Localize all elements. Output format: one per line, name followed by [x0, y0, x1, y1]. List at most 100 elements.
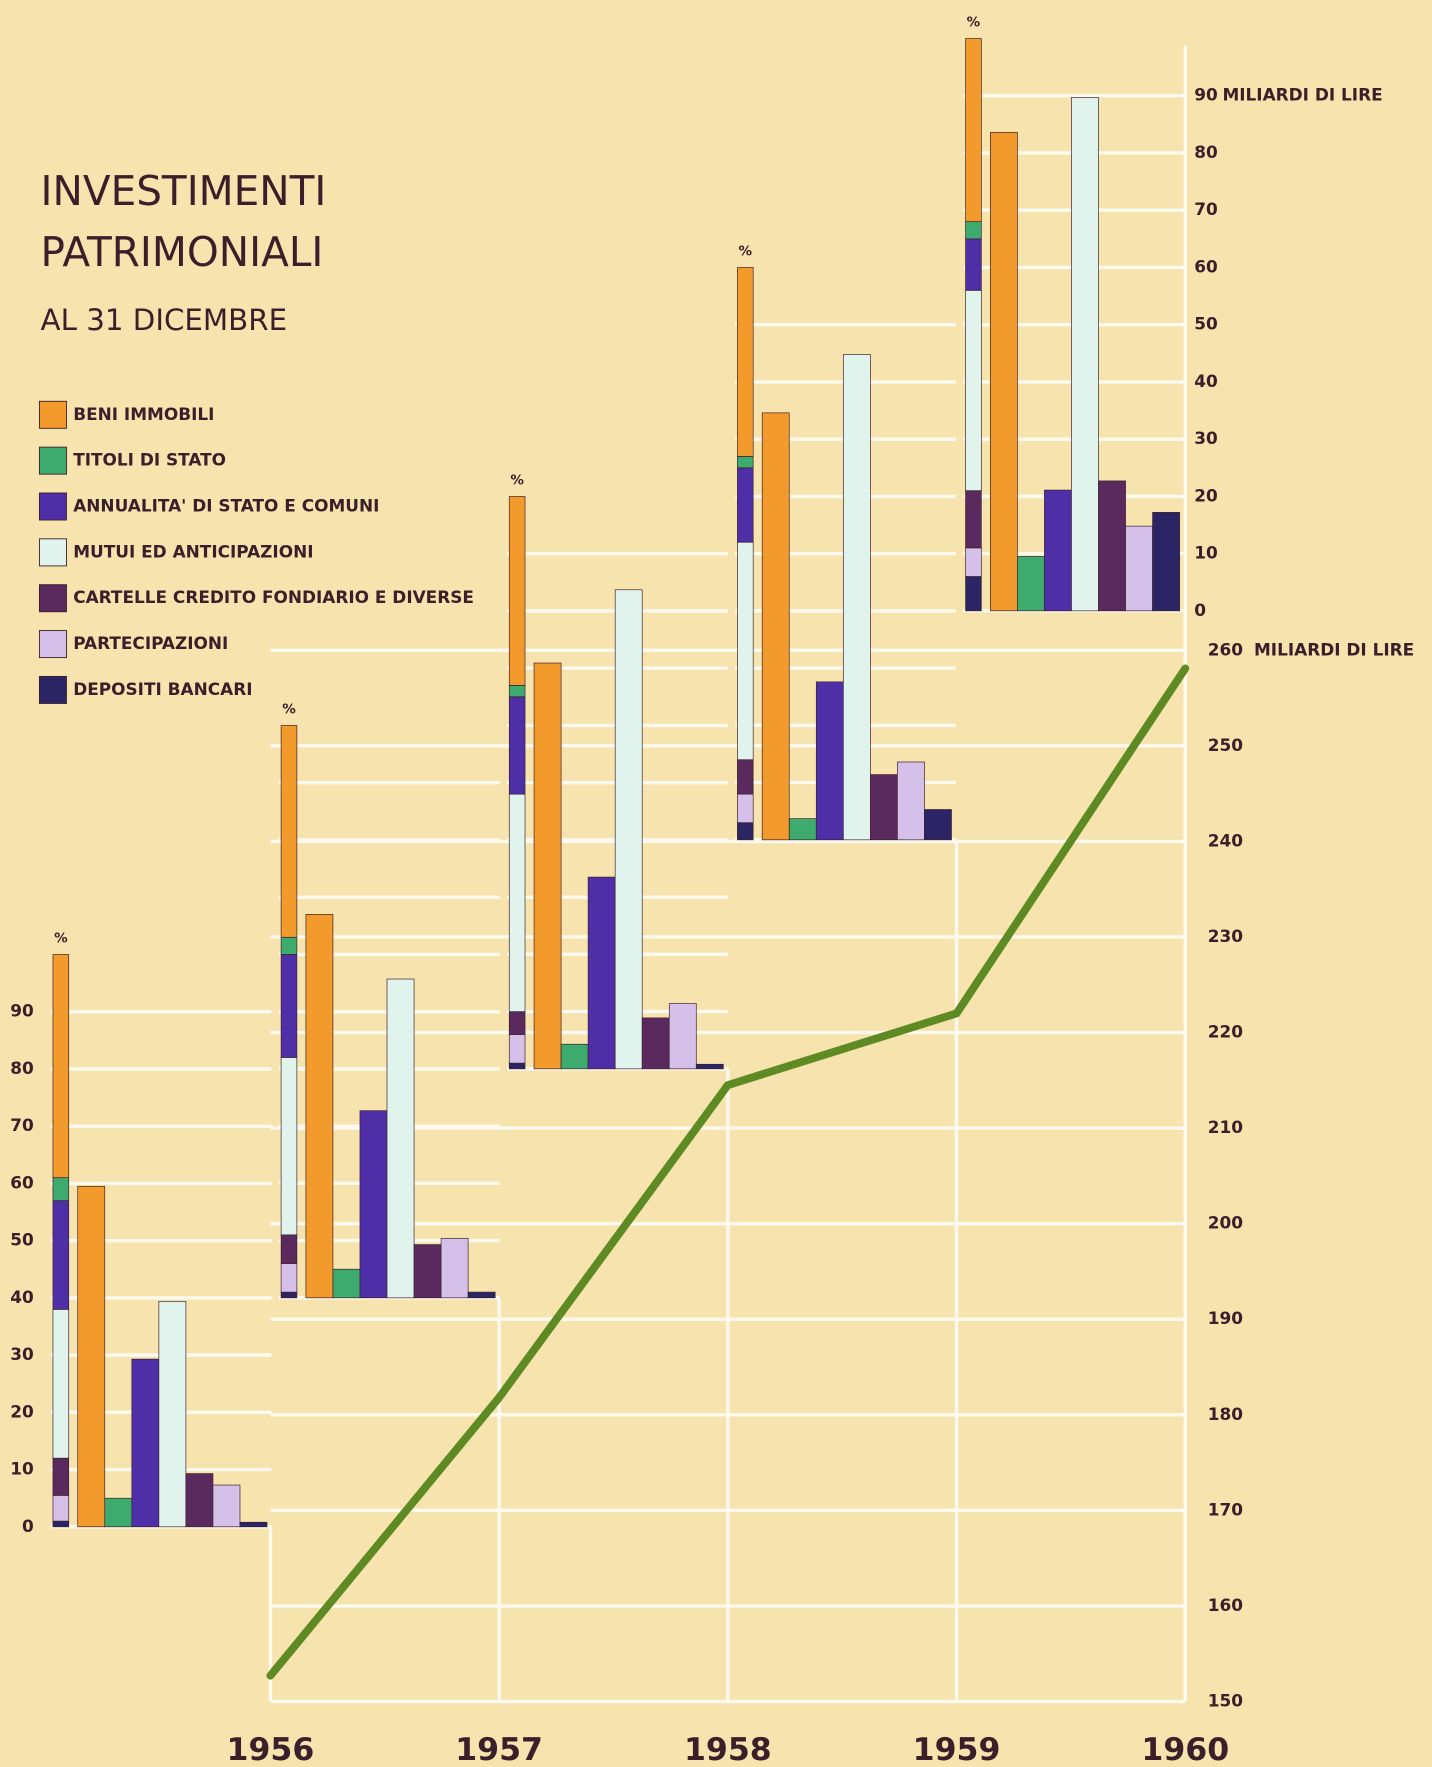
- y-tick-label: 70: [10, 1115, 34, 1135]
- y-tick-label: 200: [1208, 1213, 1243, 1233]
- bar: [761, 412, 790, 841]
- bar: [77, 1185, 106, 1528]
- percent-segment: [965, 547, 982, 577]
- y-tick-label: 150: [1208, 1690, 1243, 1710]
- bar: [467, 1291, 496, 1299]
- bar: [870, 774, 898, 841]
- percent-segment: [508, 1062, 526, 1070]
- legend-label: CARTELLE CREDITO FONDIARIO E DIVERSE: [73, 587, 474, 607]
- percent-segment: [508, 1011, 526, 1035]
- legend-swatch: [38, 400, 67, 429]
- bar: [1152, 512, 1180, 612]
- percent-segment: [52, 1200, 70, 1310]
- percent-segment: [52, 1177, 70, 1201]
- percent-segment: [508, 696, 526, 795]
- legend-label: BENI IMMOBILI: [73, 404, 214, 424]
- marks: [52, 38, 1190, 1680]
- y2-tick-label: 20: [1194, 485, 1218, 505]
- percent-segment: [508, 793, 526, 1012]
- percent-segment: [508, 496, 526, 686]
- y-tick-label: 30: [10, 1344, 34, 1364]
- legend-swatch: [38, 538, 67, 567]
- y2-tick-label: 80: [1194, 142, 1218, 162]
- title-line: INVESTIMENTI: [41, 167, 327, 215]
- bar: [1017, 556, 1045, 612]
- y-tick-label: 160: [1208, 1595, 1243, 1615]
- percent-segment: [737, 467, 754, 543]
- y2-tick-label: 50: [1194, 314, 1218, 334]
- y2-tick-label: 0: [1194, 600, 1206, 620]
- y-tick-label: 210: [1208, 1117, 1243, 1137]
- percent-segment: [280, 1057, 298, 1236]
- percent-segment: [965, 38, 982, 222]
- percent-segment: [737, 759, 754, 795]
- bar: [641, 1017, 670, 1070]
- bar: [1098, 480, 1126, 612]
- percent-segment: [52, 954, 70, 1179]
- percent-label: %: [510, 473, 524, 489]
- percent-segment: [280, 725, 298, 938]
- bar: [1125, 525, 1153, 612]
- bar: [239, 1521, 268, 1528]
- y-tick-label: 260: [1208, 639, 1243, 659]
- bar: [614, 589, 643, 1070]
- y2-axis-unit: MILIARDI DI LIRE: [1222, 85, 1382, 105]
- legend-label: ANNUALITA' DI STATO E COMUNI: [73, 496, 379, 516]
- y-tick-label: 230: [1208, 926, 1243, 946]
- x-tick-label: 1957: [455, 1732, 543, 1767]
- percent-segment: [280, 1234, 298, 1264]
- legend-swatch: [38, 492, 67, 521]
- y2-tick-label: 70: [1194, 199, 1218, 219]
- y-tick-label: 190: [1208, 1308, 1243, 1328]
- x-tick-label: 1959: [913, 1732, 1001, 1767]
- bar: [924, 809, 952, 841]
- y2-tick-label: 40: [1194, 371, 1218, 391]
- y-tick-label: 240: [1208, 830, 1243, 850]
- y2-tick-label: 60: [1194, 256, 1218, 276]
- percent-segment: [737, 541, 754, 761]
- y-tick-label: 0: [22, 1516, 34, 1536]
- bar: [359, 1110, 388, 1299]
- percent-label: %: [967, 15, 981, 31]
- bar: [695, 1063, 724, 1070]
- x-tick-label: 1956: [227, 1732, 315, 1767]
- legend-label: DEPOSITI BANCARI: [73, 679, 252, 699]
- legend-label: TITOLI DI STATO: [73, 450, 226, 470]
- y-axis-unit: MILIARDI DI LIRE: [1254, 639, 1414, 659]
- y-tick-label: 220: [1208, 1022, 1243, 1042]
- bar: [668, 1003, 697, 1070]
- y2-tick-label: 10: [1194, 543, 1218, 563]
- percent-segment: [965, 289, 982, 491]
- percent-segment: [280, 1263, 298, 1293]
- bar: [842, 354, 871, 841]
- percent-segment: [737, 456, 754, 469]
- percent-segment: [965, 221, 982, 240]
- bar: [158, 1300, 187, 1528]
- percent-segment: [52, 1495, 70, 1522]
- bar: [131, 1358, 160, 1528]
- y-tick-label: 170: [1208, 1499, 1243, 1519]
- percent-segment: [52, 1457, 70, 1496]
- subtitle: AL 31 DICEMBRE: [41, 303, 288, 337]
- percent-segment: [508, 1034, 526, 1064]
- y2-tick-label: 90: [1194, 85, 1218, 105]
- title-line: PATRIMONIALI: [41, 228, 324, 276]
- y-tick-label: 180: [1208, 1404, 1243, 1424]
- percent-segment: [737, 267, 754, 457]
- y-tick-label: 40: [10, 1287, 34, 1307]
- percent-segment: [280, 1291, 298, 1299]
- y-tick-label: 250: [1208, 735, 1243, 755]
- bar: [212, 1484, 241, 1528]
- y2-tick-label: 30: [1194, 428, 1218, 448]
- bar: [104, 1497, 133, 1528]
- y-tick-label: 90: [10, 1001, 34, 1021]
- percent-segment: [737, 793, 754, 824]
- y-tick-label: 50: [10, 1230, 34, 1250]
- line: [266, 664, 1190, 1680]
- bar: [332, 1268, 361, 1299]
- bar: [897, 761, 925, 841]
- percent-segment: [52, 1520, 70, 1528]
